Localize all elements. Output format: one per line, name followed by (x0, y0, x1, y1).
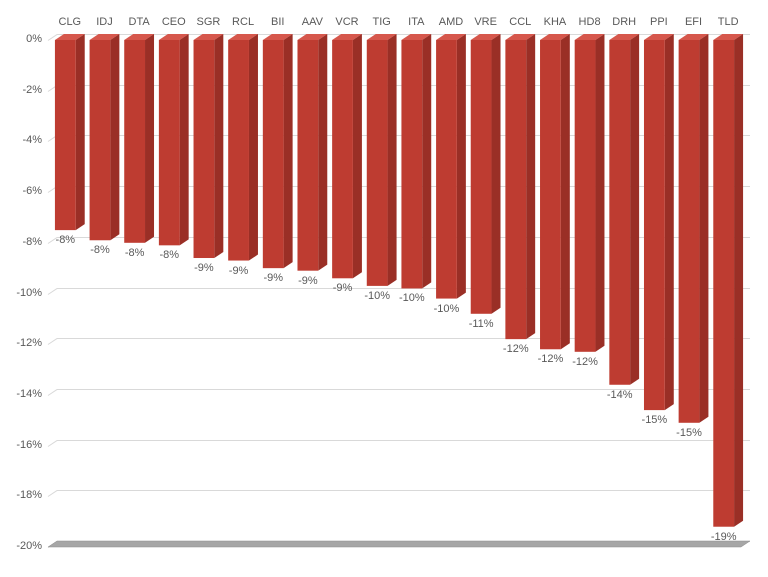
category-label: DRH (612, 16, 636, 28)
bar-SGR (194, 40, 215, 258)
bar-CCL (505, 40, 526, 339)
value-label: -9% (298, 275, 318, 287)
category-label: TIG (373, 16, 391, 28)
category-label: RCL (232, 16, 254, 28)
category-label: KHA (544, 16, 567, 28)
category-label: PPI (650, 16, 668, 28)
bars-layer (0, 0, 768, 577)
value-label: -10% (364, 290, 390, 302)
value-label: -19% (711, 531, 737, 543)
bar-TLD (713, 40, 734, 527)
bar-VRE (471, 40, 492, 314)
value-label: -11% (469, 318, 494, 330)
value-label: -9% (333, 282, 353, 294)
bar-chart-3d: 0%-2%-4%-6%-8%-10%-12%-14%-16%-18%-20%CL… (0, 0, 768, 577)
value-label: -15% (676, 427, 702, 439)
value-label: -12% (538, 353, 564, 365)
bar-CLG (55, 40, 76, 230)
value-label: -12% (572, 356, 598, 368)
value-label: -8% (90, 244, 110, 256)
category-label: IDJ (96, 16, 113, 28)
category-label: BII (271, 16, 284, 28)
category-label: DTA (129, 16, 150, 28)
category-label: CCL (509, 16, 531, 28)
category-label: VRE (474, 16, 497, 28)
bar-DTA (124, 40, 145, 243)
bar-VCR (353, 34, 362, 278)
value-label: -12% (503, 343, 529, 355)
bar-CEO (159, 40, 180, 245)
bar-VCR (332, 40, 353, 278)
bar-HD8 (575, 40, 596, 352)
bar-DRH (609, 40, 630, 385)
category-label: CEO (162, 16, 186, 28)
bar-BII (284, 34, 293, 268)
bar-SGR (214, 34, 223, 258)
bar-AMD (436, 40, 457, 299)
bar-BII (263, 40, 284, 268)
bar-ITA (401, 40, 422, 288)
bar-CLG (76, 34, 85, 230)
value-label: -10% (434, 303, 460, 315)
value-label: -14% (607, 389, 633, 401)
bar-IDJ (110, 34, 119, 240)
category-label: SGR (197, 16, 221, 28)
bar-EFI (699, 34, 708, 423)
category-label: HD8 (579, 16, 601, 28)
bar-HD8 (595, 34, 604, 352)
bar-RCL (228, 40, 249, 261)
category-label: VCR (335, 16, 358, 28)
category-label: TLD (718, 16, 739, 28)
value-label: -9% (229, 265, 249, 277)
bar-ITA (422, 34, 431, 288)
bar-TLD (734, 34, 743, 527)
category-label: ITA (408, 16, 424, 28)
bar-PPI (665, 34, 674, 410)
bar-TIG (367, 40, 388, 286)
value-label: -15% (642, 414, 668, 426)
category-label: CLG (59, 16, 82, 28)
bar-DRH (630, 34, 639, 385)
bar-KHA (540, 40, 561, 349)
value-label: -8% (56, 234, 76, 246)
bar-AAV (297, 40, 318, 271)
bar-RCL (249, 34, 258, 261)
bar-DTA (145, 34, 154, 243)
bar-IDJ (90, 40, 111, 240)
bar-VRE (492, 34, 501, 314)
value-label: -10% (399, 292, 425, 304)
category-label: EFI (685, 16, 702, 28)
bar-CCL (526, 34, 535, 339)
bar-PPI (644, 40, 665, 410)
bar-TIG (388, 34, 397, 286)
bar-AAV (318, 34, 327, 271)
bar-EFI (679, 40, 700, 423)
category-label: AMD (439, 16, 463, 28)
bar-AMD (457, 34, 466, 299)
value-label: -9% (194, 262, 214, 274)
bar-KHA (561, 34, 570, 349)
value-label: -9% (263, 272, 283, 284)
bar-CEO (180, 34, 189, 245)
value-label: -8% (125, 247, 145, 259)
category-label: AAV (302, 16, 323, 28)
value-label: -8% (159, 249, 179, 261)
